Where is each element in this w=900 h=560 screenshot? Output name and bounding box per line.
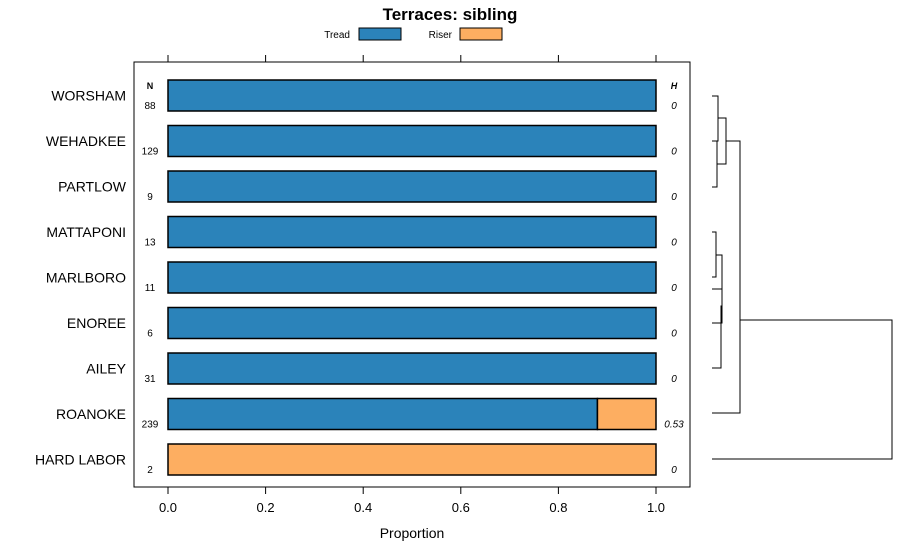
category-label-partlow: PARTLOW xyxy=(58,179,127,195)
h-label-marlboro: 0 xyxy=(671,283,677,294)
h-label-roanoke: 0.53 xyxy=(664,420,684,431)
n-label-roanoke: 239 xyxy=(142,420,159,431)
x-tick-label-0.6: 0.6 xyxy=(452,500,470,515)
legend: Tread Riser xyxy=(324,27,503,41)
plot-frame xyxy=(133,61,691,488)
x-axis-label: Proportion xyxy=(380,525,445,541)
n-label-partlow: 9 xyxy=(147,192,153,203)
h-label-worsham: 0 xyxy=(671,101,677,112)
category-label-marlboro: MARLBORO xyxy=(46,270,126,286)
x-tick-label-0.2: 0.2 xyxy=(257,500,275,515)
n-label-worsham: 88 xyxy=(144,101,156,112)
legend-swatch-tread xyxy=(358,27,402,41)
category-label-hard-labor: HARD LABOR xyxy=(35,452,126,468)
category-label-roanoke: ROANOKE xyxy=(56,406,126,422)
x-axis: 0.0 0.2 0.4 0.6 0.8 1.0 xyxy=(159,55,665,515)
bar-hard-labor-riser xyxy=(167,443,657,476)
legend-label-riser: Riser xyxy=(429,30,453,41)
n-header: N xyxy=(147,81,154,91)
n-label-ailey: 31 xyxy=(144,374,156,385)
h-label-partlow: 0 xyxy=(671,192,677,203)
x-tick-label-1.0: 1.0 xyxy=(647,500,665,515)
dendrogram-branch xyxy=(712,231,717,278)
bar-enoree-tread xyxy=(167,306,657,340)
n-label-marlboro: 11 xyxy=(145,283,156,294)
n-label-wehadkee: 129 xyxy=(142,147,159,158)
h-label-wehadkee: 0 xyxy=(671,147,677,158)
bars-group: WORSHAM 88 0 WEHADKEE 129 0 PARTLOW 9 0 MATTAPONI… xyxy=(35,79,684,476)
bar-mattaponi-tread xyxy=(167,215,657,249)
h-label-mattaponi: 0 xyxy=(671,238,677,249)
chart-title: Terraces: sibling xyxy=(383,5,518,24)
dendrogram-branch xyxy=(712,140,718,188)
category-label-enoree: ENOREE xyxy=(67,315,126,331)
n-label-mattaponi: 13 xyxy=(144,238,156,249)
legend-swatch-riser xyxy=(459,27,503,41)
category-label-ailey: AILEY xyxy=(86,361,126,377)
x-tick-label-0.8: 0.8 xyxy=(549,500,567,515)
bar-marlboro-tread xyxy=(167,261,657,294)
bar-worsham-tread xyxy=(167,79,657,112)
category-label-worsham: WORSHAM xyxy=(51,88,126,104)
bar-wehadkee-tread xyxy=(167,124,657,158)
bar-partlow-tread xyxy=(167,170,657,203)
dendrogram-branch xyxy=(712,305,722,369)
dendrogram-branch xyxy=(712,319,893,460)
bar-ailey-tread xyxy=(167,352,657,385)
dendrogram-branch xyxy=(716,254,723,289)
h-label-hard-labor: 0 xyxy=(671,465,677,476)
x-tick-label-0.4: 0.4 xyxy=(354,500,372,515)
bar-roanoke-riser xyxy=(596,397,657,431)
n-label-hard-labor: 2 xyxy=(147,465,153,476)
legend-label-tread: Tread xyxy=(324,30,350,41)
x-tick-label-0.0: 0.0 xyxy=(159,500,177,515)
h-header: H xyxy=(671,81,678,91)
dendrogram-branch xyxy=(712,140,741,414)
category-label-wehadkee: WEHADKEE xyxy=(46,133,126,149)
bar-roanoke-tread xyxy=(167,397,599,431)
h-label-enoree: 0 xyxy=(671,329,677,340)
h-label-ailey: 0 xyxy=(671,374,677,385)
dendrogram xyxy=(712,95,893,460)
dendrogram-branch xyxy=(712,95,719,142)
n-label-enoree: 6 xyxy=(147,329,153,340)
category-label-mattaponi: MATTAPONI xyxy=(46,224,126,240)
